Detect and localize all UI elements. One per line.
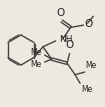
Text: Me: Me (81, 85, 92, 94)
Text: Me: Me (30, 60, 42, 69)
Text: O: O (57, 8, 65, 18)
Text: O: O (66, 40, 74, 50)
Text: Me: Me (30, 48, 42, 57)
Text: NH: NH (59, 35, 73, 44)
Text: Me: Me (86, 61, 97, 70)
Text: O: O (85, 19, 93, 29)
